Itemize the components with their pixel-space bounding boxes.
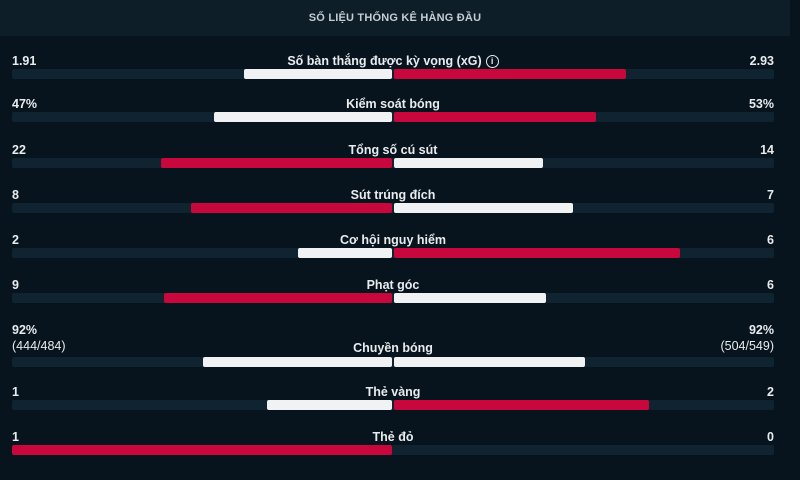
away-value: 0 <box>767 430 774 444</box>
away-value: 53% <box>748 97 774 111</box>
away-value: 2.93 <box>749 54 774 68</box>
away-bar <box>394 112 596 122</box>
home-value: 92% (444/484) <box>12 323 66 353</box>
away-bar <box>394 158 543 168</box>
away-value: 6 <box>767 233 774 247</box>
stat-bar-track <box>12 203 774 213</box>
home-value: 9 <box>12 278 19 292</box>
away-value: 2 <box>767 385 774 399</box>
home-value: 47% <box>12 97 38 111</box>
away-value: 7 <box>767 188 774 202</box>
stat-label: Phạt góc <box>366 278 420 292</box>
section-title: SỐ LIỆU THỐNG KÊ HÀNG ĐẦU <box>308 12 482 24</box>
info-icon[interactable]: i <box>485 55 499 69</box>
stat-label: Cơ hội nguy hiểm <box>339 233 447 247</box>
home-value: 22 <box>12 143 26 157</box>
section-header: SỐ LIỆU THỐNG KÊ HÀNG ĐẦU <box>0 0 790 36</box>
away-bar <box>394 69 627 79</box>
stat-bar-track <box>12 400 774 410</box>
away-value: 92% (504/549) <box>720 323 774 353</box>
stat-label: Thẻ vàng <box>365 385 421 399</box>
away-bar <box>394 357 585 367</box>
home-bar <box>297 248 392 258</box>
stat-label: Sút trúng đích <box>350 188 436 202</box>
stat-bar-track <box>12 112 774 122</box>
stat-bar-track <box>12 445 774 455</box>
away-bar <box>394 293 547 303</box>
home-bar <box>191 203 392 213</box>
away-value: 6 <box>767 278 774 292</box>
stat-bar-track <box>12 69 774 79</box>
stat-label: Thẻ đỏ <box>372 430 414 444</box>
home-value: 2 <box>12 233 19 247</box>
home-bar <box>202 357 392 367</box>
home-value: 8 <box>12 188 19 202</box>
home-bar <box>12 445 392 455</box>
stat-label: Số bàn thắng được kỳ vọng (xG) i <box>12 53 774 69</box>
stat-bar-track <box>12 357 774 367</box>
stat-label: Kiểm soát bóng <box>346 97 440 111</box>
away-bar <box>394 400 650 410</box>
stat-bar-track <box>12 248 774 258</box>
stat-label: Chuyền bóng <box>353 341 433 355</box>
stat-bar-track <box>12 293 774 303</box>
away-value: 14 <box>760 143 774 157</box>
home-bar <box>160 158 392 168</box>
home-value: 1.91 <box>12 54 37 68</box>
away-bar <box>394 203 574 213</box>
home-value: 1 <box>12 385 19 399</box>
stat-bar-track <box>12 158 774 168</box>
stat-label: Tổng số cú sút <box>348 143 438 157</box>
away-bar <box>394 248 680 258</box>
home-value: 1 <box>12 430 19 444</box>
home-bar <box>164 293 392 303</box>
home-bar <box>244 69 392 79</box>
home-bar <box>213 112 392 122</box>
home-bar <box>267 400 392 410</box>
